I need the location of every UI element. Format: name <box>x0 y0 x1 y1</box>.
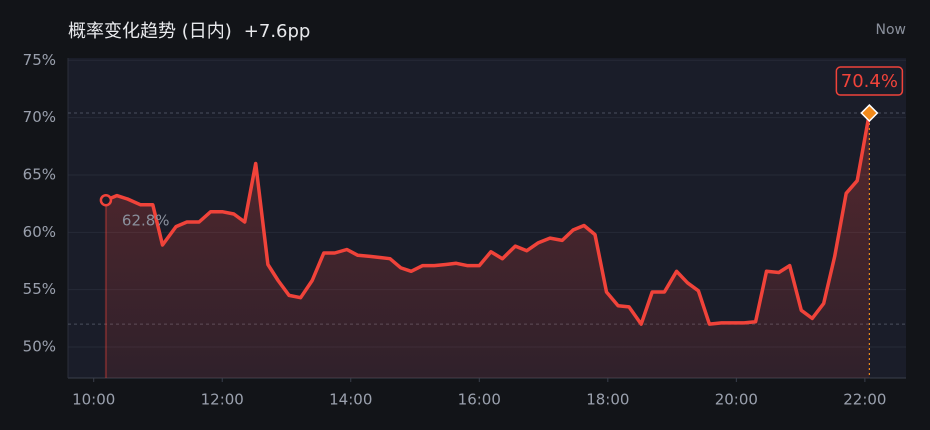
start-marker <box>99 193 113 207</box>
x-tick-label: 22:00 <box>843 391 886 409</box>
y-tick-label: 70% <box>23 108 56 126</box>
line <box>104 111 872 326</box>
plot-layer: 50% 55% 60% 65% 70% 75% 10:00 12:00 14:00 16:00 18… <box>23 51 906 409</box>
y-tick-label: 75% <box>23 51 56 69</box>
end-label-box <box>835 66 904 96</box>
value-label: 62.8% <box>122 212 170 230</box>
now-label: Now <box>876 22 907 38</box>
y-tick-label: 55% <box>23 280 56 298</box>
y-tick-label: 65% <box>23 165 56 183</box>
x-tick-label: 14:00 <box>329 391 372 409</box>
chart-title: 概率变化趋势 (日内) <box>68 21 232 42</box>
x-tick-label: 18:00 <box>586 391 629 409</box>
x-tick-label: 10:00 <box>72 391 115 409</box>
y-tick-label: 50% <box>23 338 56 356</box>
x-tick-label: 20:00 <box>715 391 758 409</box>
y-tick-label: 60% <box>23 223 56 241</box>
change: +7.6pp <box>244 21 311 42</box>
area <box>105 113 870 378</box>
end-marker <box>860 103 879 123</box>
end-label: 70.4% <box>841 71 898 92</box>
x-tick-label: 12:00 <box>201 391 244 409</box>
x-tick-label: 16:00 <box>458 391 501 409</box>
title-row: 概率变化趋势 (日内) +7.6pp <box>68 21 310 42</box>
